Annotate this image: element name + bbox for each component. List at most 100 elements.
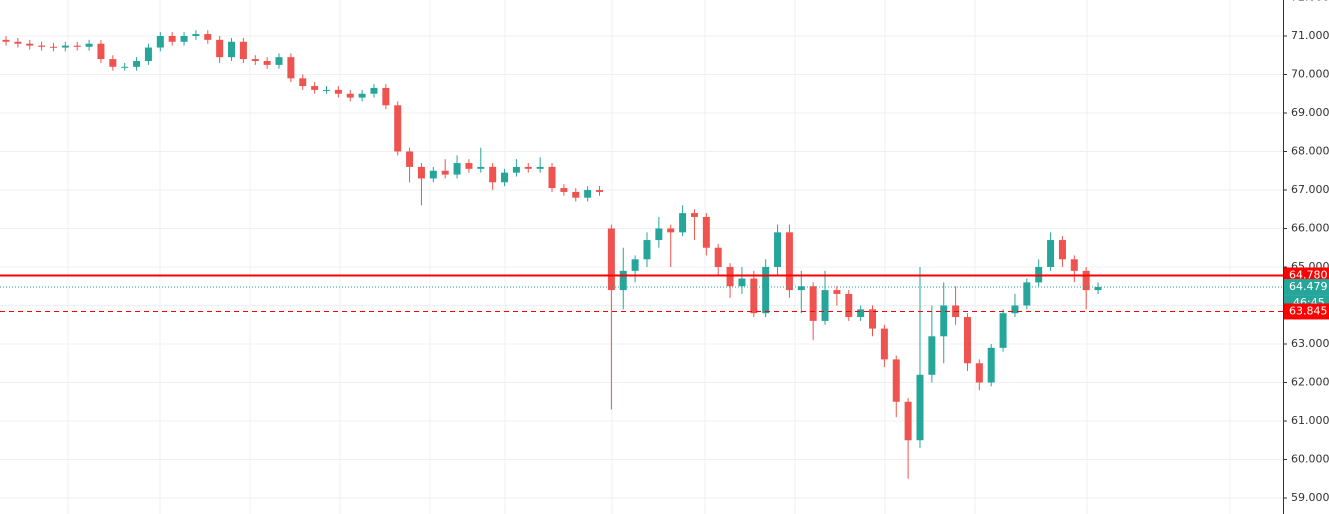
candle-body — [121, 66, 129, 68]
price-label: 64.780 — [1289, 268, 1328, 281]
candle-body — [394, 105, 402, 152]
candle-body — [548, 166, 556, 189]
candle-body — [2, 39, 10, 42]
candle-body — [809, 286, 817, 321]
candle-body — [1070, 259, 1078, 271]
candle-body — [358, 93, 366, 98]
candle-body — [97, 43, 105, 60]
candle-body — [702, 216, 710, 248]
candle-body — [963, 317, 971, 364]
candle-body — [1082, 270, 1090, 291]
candle-body — [228, 41, 236, 58]
price-label: 63.845 — [1289, 304, 1328, 317]
candle-body — [607, 228, 615, 291]
candle-body — [536, 166, 544, 169]
candle-body — [679, 213, 687, 233]
candle-body — [263, 61, 271, 65]
candle-body — [1047, 240, 1055, 267]
candle-body — [477, 166, 485, 169]
candle-body — [239, 41, 247, 60]
candle-body — [501, 172, 509, 183]
y-tick-label: 69.000 — [1291, 106, 1329, 119]
candle-body — [453, 163, 461, 175]
y-tick-label: 59.000 — [1291, 491, 1329, 504]
candle-body — [643, 240, 651, 260]
candle-body — [133, 61, 141, 67]
y-tick-label: 70.000 — [1291, 67, 1329, 80]
candle-body — [1094, 287, 1102, 291]
candle-body — [975, 363, 983, 383]
candle-body — [785, 232, 793, 291]
candle-body — [880, 328, 888, 360]
candle-body — [73, 45, 81, 47]
candle-body — [631, 259, 639, 271]
candle-body — [857, 309, 865, 318]
candle-body — [417, 166, 425, 179]
y-tick-label: 66.000 — [1291, 221, 1329, 234]
candle-body — [204, 34, 212, 40]
candle-body — [180, 35, 188, 42]
candle-body — [738, 278, 746, 287]
candle-body — [299, 78, 307, 87]
candle-body — [216, 39, 224, 58]
candle-body — [322, 89, 330, 91]
candle-body — [370, 87, 378, 94]
price-label: 64.479 — [1289, 280, 1328, 293]
candle-body — [275, 57, 283, 65]
y-tick-label: 71.000 — [1291, 29, 1329, 42]
y-tick-label: 63.000 — [1291, 337, 1329, 350]
candle-body — [762, 266, 770, 314]
candle-body — [821, 290, 829, 321]
price-label-box — [1284, 303, 1329, 320]
candle-body — [382, 87, 390, 106]
candle-body — [1011, 305, 1019, 314]
candle-body — [750, 278, 758, 314]
candle-body — [714, 247, 722, 267]
candle-body — [287, 57, 295, 79]
candle-body — [892, 359, 900, 402]
candle-body — [38, 45, 46, 47]
candle-body — [49, 46, 57, 48]
candle-body — [61, 45, 69, 48]
y-tick-label: 67.000 — [1291, 183, 1329, 196]
candle-body — [904, 401, 912, 441]
candle-body — [619, 270, 627, 291]
candle-body — [999, 313, 1007, 348]
price-label-box — [1284, 279, 1329, 296]
candle-body — [774, 232, 782, 267]
candle-body — [833, 290, 841, 294]
candle-body — [192, 34, 200, 36]
candle-body — [251, 59, 259, 62]
candle-body — [1023, 282, 1031, 306]
candle-body — [690, 213, 698, 217]
candle-body — [512, 166, 520, 173]
y-tick-label: 61.000 — [1291, 414, 1329, 427]
candle-body — [869, 309, 877, 329]
y-tick-label: 68.000 — [1291, 144, 1329, 157]
candle-body — [334, 89, 342, 94]
y-tick-label: 60.000 — [1291, 452, 1329, 465]
y-tick-label: 72.000 — [1291, 0, 1329, 3]
candle-body — [168, 35, 176, 42]
candle-body — [584, 189, 592, 198]
candle-body — [156, 35, 164, 48]
candle-body — [144, 47, 152, 62]
candle-body — [797, 286, 805, 291]
candle-body — [1058, 240, 1066, 260]
candle-body — [441, 170, 449, 175]
candle-body — [346, 93, 354, 98]
candle-body — [726, 266, 734, 287]
candle-body — [26, 43, 34, 46]
y-tick-label: 62.000 — [1291, 375, 1329, 388]
candle-body — [572, 191, 580, 198]
candle-body — [560, 188, 568, 192]
candle-body — [489, 166, 497, 183]
candle-body — [655, 228, 663, 241]
candle-body — [940, 305, 948, 337]
candle-body — [916, 374, 924, 441]
candle-body — [524, 166, 532, 169]
candle-body — [14, 41, 22, 44]
candle-body — [406, 151, 414, 167]
candle-body — [311, 86, 319, 90]
